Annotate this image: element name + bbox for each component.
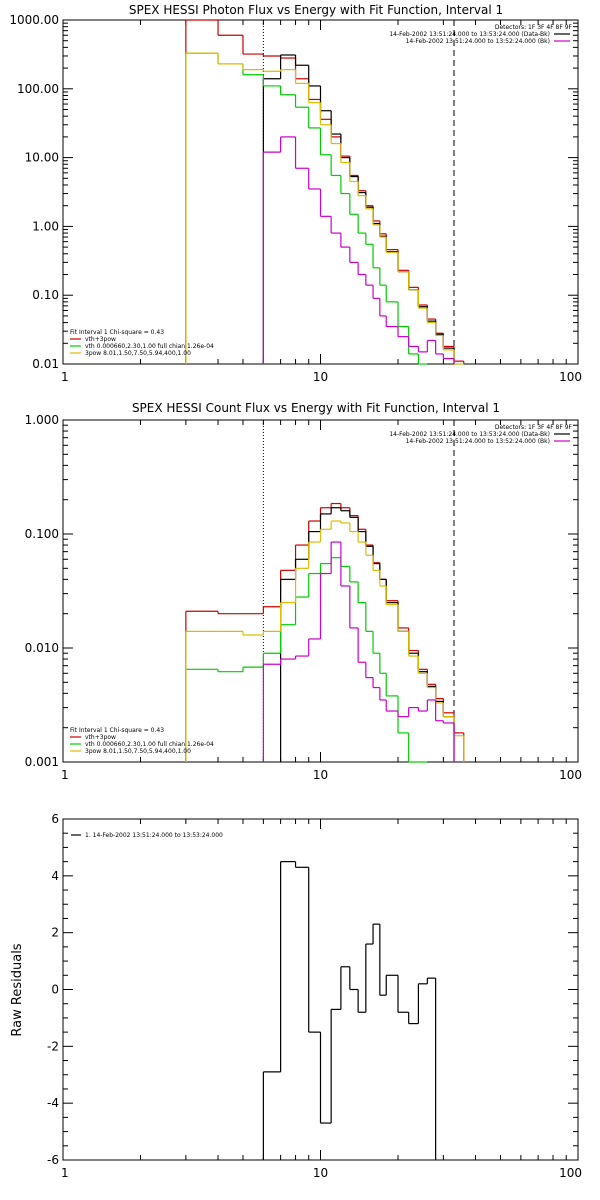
y-tick-label: 1.00 xyxy=(32,219,59,233)
x-tick-label: 10 xyxy=(313,768,328,782)
x-tick-label: 100 xyxy=(559,370,582,384)
series-1-step-line xyxy=(262,861,437,1160)
series-3pow-step-line xyxy=(185,52,464,365)
x-tick-label: 100 xyxy=(559,1166,582,1180)
series-vth3pow-step-line xyxy=(185,502,465,762)
photon-flux-title: SPEX HESSI Photon Flux vs Energy with Fi… xyxy=(129,3,503,17)
y-tick-label: 4 xyxy=(51,869,59,883)
x-tick-label: 1 xyxy=(61,768,69,782)
series-vth-step-line xyxy=(185,557,428,763)
y-tick-label: 6 xyxy=(51,812,59,826)
legend-entry-label: vth 0.000660,2.30,1.00 full chian 1.26e-… xyxy=(85,741,214,748)
legend-interval-label: 14-Feb-2002 13:51:24.000 to 13:52:24.000… xyxy=(406,38,550,45)
y-tick-label: 1.000 xyxy=(25,413,59,427)
y-tick-label: -2 xyxy=(47,1039,59,1053)
legend-entry-label: vth 0.000660,2.30,1.00 full chian 1.26e-… xyxy=(85,343,214,350)
fit-chi-square-label: Fit Interval 1 Chi-square = 0.43 xyxy=(70,329,164,336)
y-tick-label: 0.100 xyxy=(25,527,59,541)
detectors-label: Detectors: 1F 3F 4F 8F 9F xyxy=(495,424,573,431)
y-tick-label: 0.001 xyxy=(25,755,59,769)
x-tick-label: 1 xyxy=(61,1166,69,1180)
x-tick-label: 10 xyxy=(313,1166,328,1180)
x-tick-label: 1 xyxy=(61,370,69,384)
detectors-label: Detectors: 1F 3F 4F 8F 9F xyxy=(495,24,573,31)
series-vth3pow-step-line xyxy=(185,19,465,364)
residuals-y-axis-label: Raw Residuals xyxy=(10,943,25,1036)
legend-entry-label: vth+3pow xyxy=(85,336,116,343)
y-tick-label: -4 xyxy=(47,1096,59,1110)
legend-entry-label: vth+3pow xyxy=(85,734,116,741)
series-bk-step-line xyxy=(262,541,455,762)
y-tick-label: 0.010 xyxy=(25,641,59,655)
y-tick-label: 1000.00 xyxy=(9,13,59,27)
fit-chi-square-label: Fit Interval 1 Chi-square = 0.43 xyxy=(70,727,164,734)
legend-entry-label: 3pow 8.01,1.50,7.50,5.94,400,1.00 xyxy=(85,748,191,755)
y-tick-label: 10.00 xyxy=(25,151,59,165)
legend-interval-label: 14-Feb-2002 13:51:24.000 to 13:52:24.000… xyxy=(406,438,550,445)
x-tick-label: 100 xyxy=(559,768,582,782)
photon-flux-panel: SPEX HESSI Photon Flux vs Energy with Fi… xyxy=(9,3,582,384)
series-data-step-line xyxy=(262,54,455,364)
legend-entry-label: 3pow 8.01,1.50,7.50,5.94,400,1.00 xyxy=(85,350,191,357)
y-tick-label: 2 xyxy=(51,926,59,940)
y-tick-label: 0 xyxy=(51,983,59,997)
y-tick-label: 100.00 xyxy=(17,82,59,96)
count-flux-title: SPEX HESSI Count Flux vs Energy with Fit… xyxy=(132,401,500,415)
residuals-panel: Raw Residuals 1 10 100 -6 -4 -2 0 2 4 6 1. 14-Feb-… xyxy=(10,812,582,1180)
y-tick-label: -6 xyxy=(47,1153,59,1167)
series-3pow-step-line xyxy=(185,520,465,762)
series-vth-step-line xyxy=(185,52,428,365)
series-bk-step-line xyxy=(262,136,455,364)
y-tick-label: 0.01 xyxy=(32,357,59,371)
x-tick-label: 10 xyxy=(313,370,328,384)
count-flux-panel: SPEX HESSI Count Flux vs Energy with Fit… xyxy=(25,401,582,782)
series-data-step-line xyxy=(280,507,455,762)
legend-interval-label: 14-Feb-2002 13:51:24.000 to 13:53:24.000… xyxy=(389,431,550,438)
y-tick-label: 0.10 xyxy=(32,288,59,302)
legend-interval-label: 14-Feb-2002 13:51:24.000 to 13:53:24.000… xyxy=(389,31,550,38)
legend-interval-label: 1. 14-Feb-2002 13:51:24.000 to 13:53:24.… xyxy=(85,832,223,839)
